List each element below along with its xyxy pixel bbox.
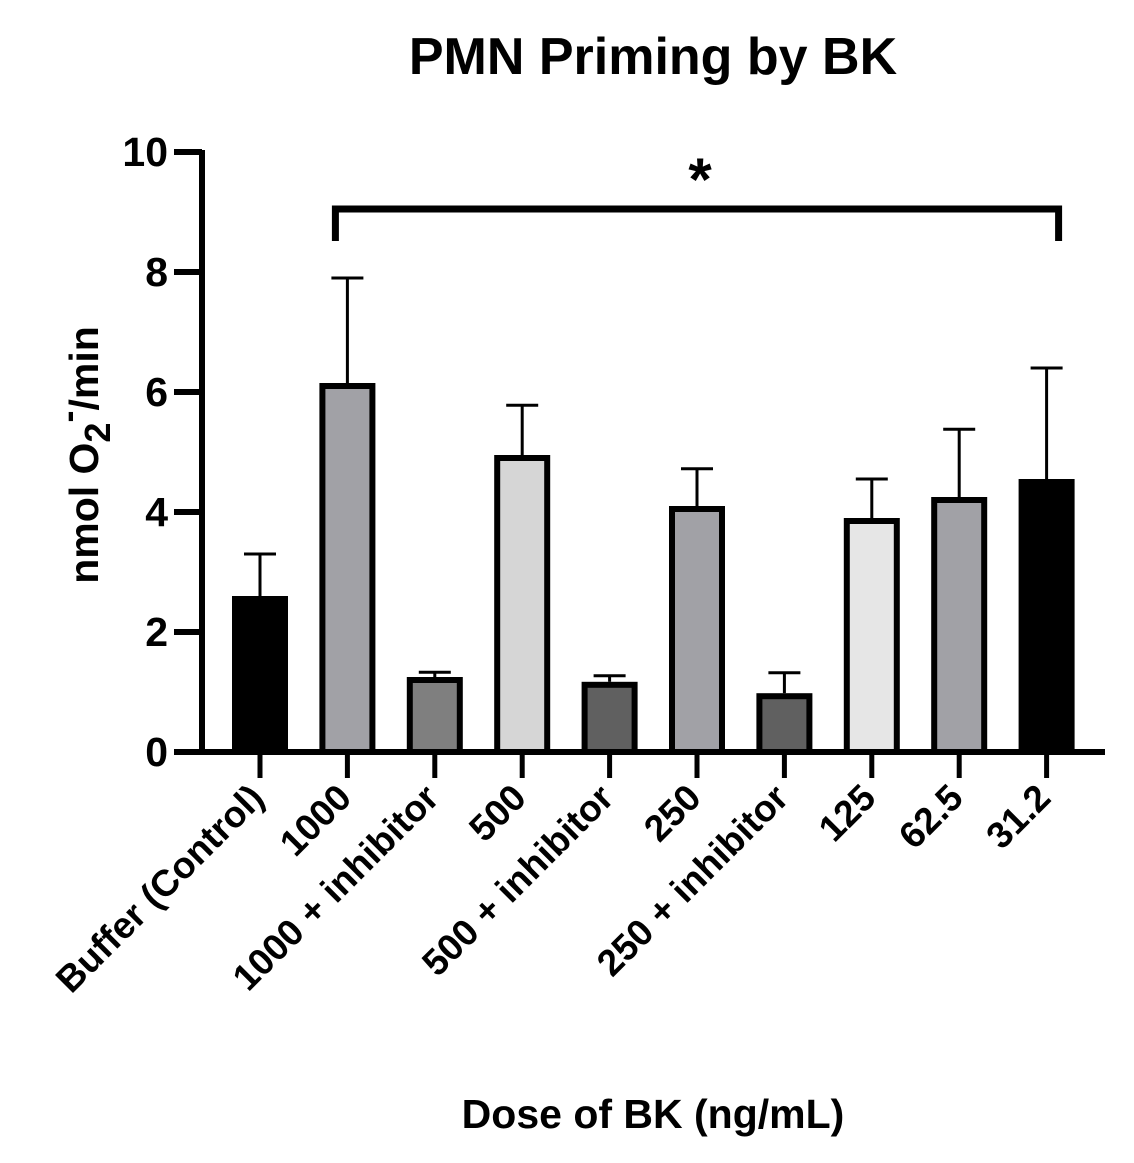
x-tick-label: 250 <box>636 777 709 850</box>
chart-title: PMN Priming by BK <box>409 28 898 86</box>
x-tick-label: 31.2 <box>978 777 1058 857</box>
x-tick-label: 125 <box>811 777 884 850</box>
y-tick-label: 4 <box>145 489 168 535</box>
y-tick-label: 6 <box>145 369 168 415</box>
y-axis-title-superscript: - <box>47 411 88 423</box>
bar <box>406 677 463 755</box>
y-axis-title: nmol O2-/min <box>47 326 118 584</box>
y-axis-title-prefix: nmol O <box>61 443 107 584</box>
x-tick-label: 500 <box>461 777 534 850</box>
bar <box>581 681 638 755</box>
x-axis-title: Dose of BK (ng/mL) <box>462 1091 845 1137</box>
bar <box>319 383 376 755</box>
bar <box>931 497 988 755</box>
bar <box>494 455 551 755</box>
significance-label: * <box>688 146 712 213</box>
bar <box>232 596 288 755</box>
y-tick-label: 10 <box>122 129 168 175</box>
bar <box>669 506 725 755</box>
bar <box>1018 479 1075 755</box>
significance-bracket <box>331 205 1063 241</box>
y-axis-title-suffix: /min <box>61 326 107 410</box>
y-tick-label: 2 <box>145 609 168 655</box>
y-tick-label: 8 <box>145 249 168 295</box>
x-tick-label: 62.5 <box>891 777 971 857</box>
bar <box>843 518 900 755</box>
y-tick-label: 0 <box>145 729 168 775</box>
bar <box>756 693 813 756</box>
svg-text:nmol O2-/min: nmol O2-/min <box>47 326 118 584</box>
y-axis-title-subscript: 2 <box>77 423 118 443</box>
